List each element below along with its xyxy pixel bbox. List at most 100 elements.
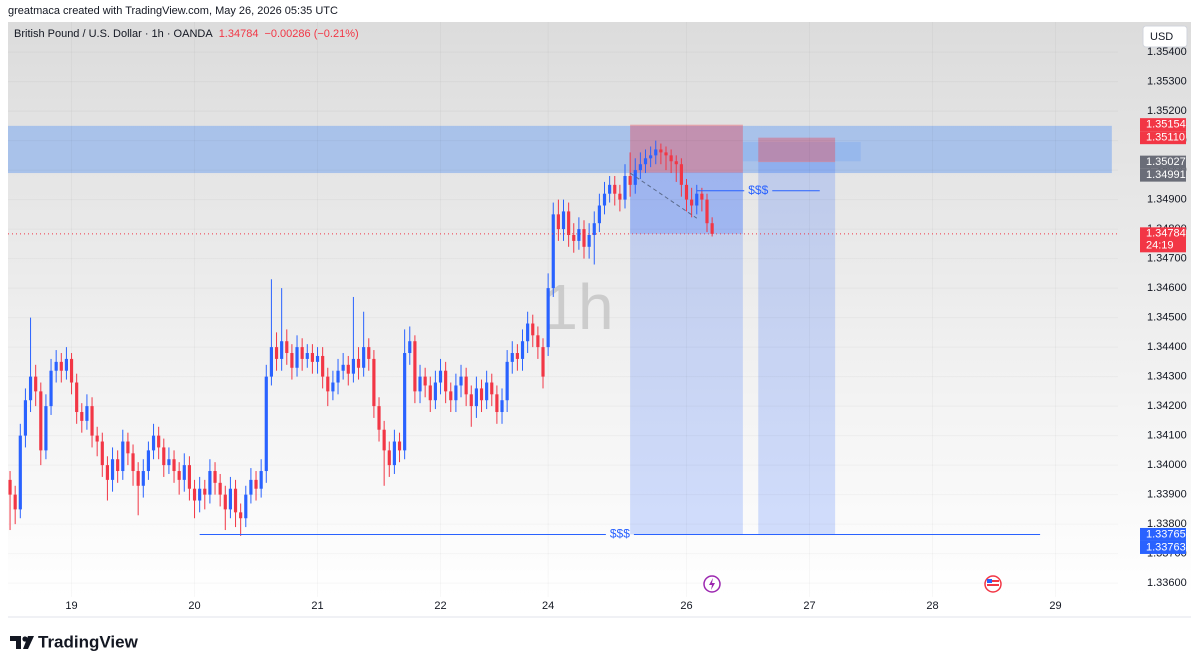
y-tick-label: 1.34100 <box>1147 430 1187 442</box>
candle-body <box>500 400 504 413</box>
price-tag <box>1140 168 1186 182</box>
liquidity-label: $$$ <box>610 527 630 541</box>
candle-body <box>187 465 192 489</box>
candle-body <box>336 370 340 383</box>
candle-body <box>582 229 586 247</box>
candle-body <box>167 459 171 466</box>
candle-body <box>536 335 540 348</box>
y-tick-label: 1.34400 <box>1147 341 1187 353</box>
candle-body <box>218 482 222 495</box>
candle-body <box>8 479 12 495</box>
candle-body <box>403 353 407 451</box>
candle-body <box>608 184 612 194</box>
candle-body <box>116 459 120 472</box>
candle-body <box>428 385 432 401</box>
candle-body <box>551 214 555 289</box>
candle-body <box>39 391 43 451</box>
x-tick-label: 24 <box>542 600 554 612</box>
price-tag-label: 1.35110 <box>1146 132 1185 144</box>
candle-body <box>592 223 596 236</box>
flag-stripe <box>987 584 999 586</box>
candle-body <box>479 388 484 401</box>
candle-body <box>110 459 115 480</box>
candle-body <box>459 376 463 386</box>
candle-body <box>495 394 499 413</box>
author-line: greatmaca created with TradingView.com, … <box>8 5 338 17</box>
candle-body <box>182 465 186 480</box>
price-tag-label: 1.34784 <box>1146 228 1186 240</box>
candle-body <box>351 358 355 374</box>
candle-body <box>44 406 48 451</box>
candle-body <box>13 494 17 510</box>
candle-body <box>418 376 422 392</box>
candle-body <box>264 376 268 472</box>
candle-body <box>597 205 601 224</box>
candle-body <box>643 158 648 165</box>
candle-body <box>233 488 238 513</box>
usd-button-box[interactable] <box>1142 25 1188 48</box>
y-tick-label: 1.34900 <box>1147 194 1187 206</box>
event-icon[interactable] <box>703 575 721 593</box>
candle-body <box>587 235 591 247</box>
candle-body <box>198 488 202 501</box>
candle-body <box>572 235 576 241</box>
candle-body <box>269 347 273 377</box>
candle-body <box>213 471 217 483</box>
zone <box>742 142 861 162</box>
y-tick-label: 1.33600 <box>1147 577 1187 589</box>
candle-body <box>305 353 309 359</box>
candle-body <box>556 214 560 230</box>
y-tick-label: 1.34300 <box>1147 371 1187 383</box>
candle-body <box>520 341 525 359</box>
price-tag <box>1140 131 1186 145</box>
x-tick-label: 29 <box>1049 600 1061 612</box>
candle-body <box>239 512 243 519</box>
candle-body <box>397 441 402 451</box>
candle-body <box>18 435 22 510</box>
y-tick-label: 1.33800 <box>1147 518 1187 530</box>
candle-body <box>649 155 653 159</box>
candle-body <box>244 494 248 519</box>
candle-body <box>300 347 304 359</box>
countdown-label: 24:19 <box>1146 240 1174 252</box>
candle-body <box>346 364 350 374</box>
flag-icon[interactable] <box>984 575 1002 593</box>
symbol-legend: British Pound / U.S. Dollar · 1h · OANDA… <box>14 28 359 40</box>
candle-body <box>28 376 33 401</box>
brand-name: TradingView <box>38 632 139 651</box>
candle-body <box>541 347 545 377</box>
candle-body <box>162 447 166 466</box>
candle-body <box>192 488 197 501</box>
candle-body <box>54 361 58 371</box>
candle-body <box>413 341 417 392</box>
y-tick-label: 1.35200 <box>1147 105 1187 117</box>
candle-body <box>121 441 125 472</box>
candle-body <box>526 323 530 342</box>
candle-body <box>95 435 99 442</box>
price-tag-label: 1.33765 <box>1146 528 1186 540</box>
logo-shape <box>10 636 21 649</box>
price-tag-label: 1.35154 <box>1146 119 1186 131</box>
candle-body <box>659 149 663 153</box>
candle-body <box>454 385 458 401</box>
candle-body <box>700 193 704 200</box>
candle-body <box>85 406 89 421</box>
candle-body <box>157 435 161 448</box>
currency-label[interactable]: USD <box>1150 31 1173 43</box>
price-tag <box>1140 527 1186 541</box>
candle-body <box>177 471 181 480</box>
candle-body <box>34 376 38 392</box>
y-tick-label: 1.35300 <box>1147 76 1187 88</box>
candle-body <box>695 193 699 206</box>
candle-body <box>382 429 386 451</box>
event-bolt <box>709 578 715 590</box>
candle-body <box>362 347 366 368</box>
price-tag-label: 1.33763 <box>1146 541 1186 553</box>
candle-body <box>705 199 709 224</box>
candle-body <box>464 376 468 395</box>
liquidity-label: $$$ <box>748 183 768 197</box>
usd-button[interactable]: USD <box>1142 25 1188 48</box>
candle-body <box>377 406 381 430</box>
flag-stripe <box>987 580 999 582</box>
